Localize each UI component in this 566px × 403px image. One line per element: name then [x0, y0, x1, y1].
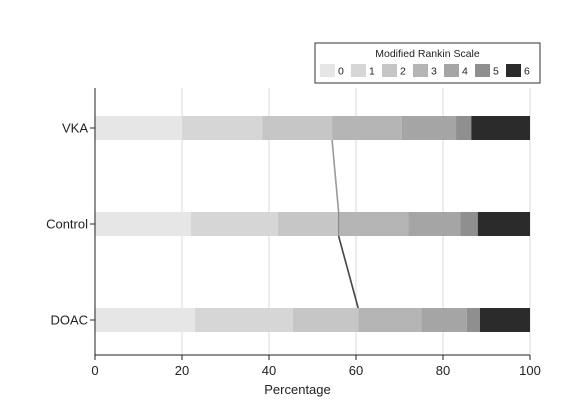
axes: 0 20 40 60 80 100 VKA Control DOAC Percentage: [46, 88, 541, 397]
legend-swatch: [351, 64, 366, 77]
bar-segment: [277, 212, 339, 236]
legend: Modified Rankin Scale 0 1 2 3 4 5 6: [314, 42, 541, 84]
bar-segment: [190, 212, 278, 236]
category-label: Control: [46, 217, 88, 232]
category-label: DOAC: [50, 313, 88, 328]
bars: [95, 116, 530, 332]
bar-segment: [421, 308, 467, 332]
bar-segment: [471, 116, 530, 140]
bar-segment: [456, 116, 472, 140]
legend-label: 5: [493, 66, 499, 78]
legend-swatch: [382, 64, 397, 77]
x-tick-label: 60: [349, 363, 363, 378]
legend-swatch: [320, 64, 335, 77]
legend-label: 0: [338, 66, 344, 78]
bar-segment: [95, 116, 182, 140]
x-tick-label: 80: [436, 363, 450, 378]
bar-segment: [479, 308, 530, 332]
bar-segment: [358, 308, 422, 332]
legend-swatch: [444, 64, 459, 77]
legend-label: 4: [462, 66, 468, 78]
x-tick-label: 100: [519, 363, 541, 378]
bar-segment: [292, 308, 359, 332]
legend-swatch: [413, 64, 428, 77]
legend-label: 2: [400, 66, 406, 78]
category-label: VKA: [62, 121, 88, 136]
bar-segment: [466, 308, 480, 332]
legend-label: 6: [524, 66, 530, 78]
bar-segment: [95, 212, 191, 236]
x-tick-label: 40: [262, 363, 276, 378]
bar-segment: [262, 116, 333, 140]
bar-segment: [460, 212, 478, 236]
connector-line: [337, 235, 359, 309]
legend-label: 3: [431, 66, 437, 78]
bar-segment: [408, 212, 461, 236]
x-tick-label: 0: [91, 363, 98, 378]
x-axis-title: Percentage: [264, 382, 331, 397]
bar-segment: [95, 308, 196, 332]
bar-segment: [338, 212, 409, 236]
bar-segment: [401, 116, 457, 140]
bar-segment: [477, 212, 530, 236]
connector-lines: [331, 139, 359, 309]
legend-label: 1: [369, 66, 375, 78]
legend-swatch: [506, 64, 521, 77]
bar-segment: [195, 308, 293, 332]
connector-line: [331, 139, 340, 213]
bar-segment: [182, 116, 263, 140]
legend-swatch: [475, 64, 490, 77]
legend-title: Modified Rankin Scale: [375, 48, 480, 60]
bar-segment: [332, 116, 402, 140]
x-tick-label: 20: [175, 363, 189, 378]
